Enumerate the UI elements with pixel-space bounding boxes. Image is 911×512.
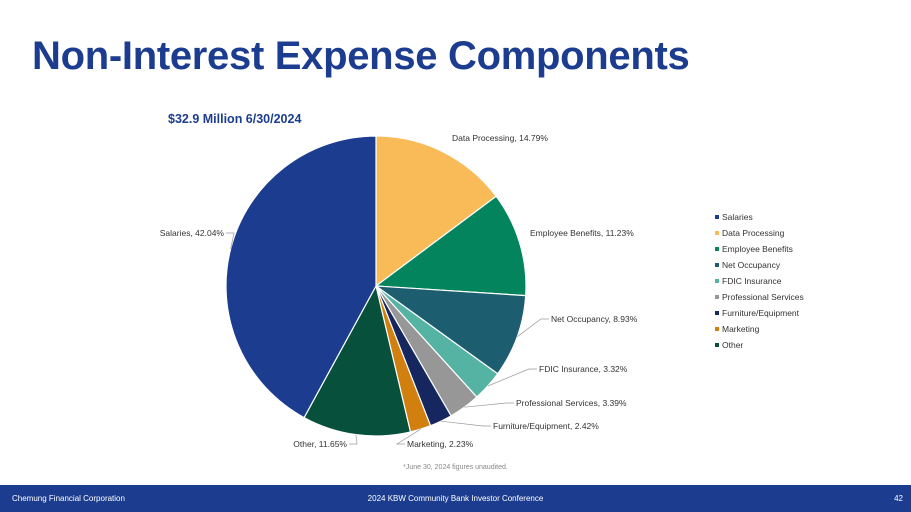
pie-chart: $32.9 Million 6/30/2024 Data Processing,… (160, 112, 804, 449)
leader-line-fdic-insurance (487, 368, 537, 387)
leader-line-marketing (395, 428, 421, 445)
footer-event: 2024 KBW Community Bank Investor Confere… (367, 494, 544, 503)
footnote: *June 30, 2024 figures unaudited. (403, 464, 508, 471)
leader-line-salaries (226, 232, 235, 249)
chart-title: $32.9 Million 6/30/2024 (168, 112, 301, 126)
data-label-net-occupancy: Net Occupancy, 8.93% (551, 314, 638, 324)
legend-label-data-processing: Data Processing (722, 228, 785, 238)
data-label-salaries: Salaries, 42.04% (160, 228, 225, 238)
leader-line-professional-services (464, 402, 514, 408)
legend-label-professional-services: Professional Services (722, 292, 804, 302)
footer-bar: Chemung Financial Corporation 2024 KBW C… (0, 485, 911, 512)
legend-swatch-professional-services (715, 295, 719, 299)
legend-swatch-fdic-insurance (715, 279, 719, 283)
legend-label-fdic-insurance: FDIC Insurance (722, 276, 782, 286)
legend-label-marketing: Marketing (722, 324, 760, 334)
data-label-other: Other, 11.65% (293, 439, 347, 449)
legend-label-furniture-equipment: Furniture/Equipment (722, 308, 800, 318)
data-label-professional-services: Professional Services, 3.39% (516, 398, 627, 408)
leader-line-furniture-equipment (440, 420, 491, 427)
leader-line-net-occupancy (516, 318, 549, 337)
legend-label-salaries: Salaries (722, 212, 753, 222)
legend-swatch-furniture-equipment (715, 311, 719, 315)
legend-label-other: Other (722, 340, 743, 350)
legend-swatch-data-processing (715, 231, 719, 235)
data-label-fdic-insurance: FDIC Insurance, 3.32% (539, 364, 628, 374)
data-label-marketing: Marketing, 2.23% (407, 439, 474, 449)
pie-slice-net-occupancy (373, 285, 527, 375)
legend-label-employee-benefits: Employee Benefits (722, 244, 793, 254)
legend-swatch-marketing (715, 327, 719, 331)
legend-swatch-salaries (715, 215, 719, 219)
pie-slice-employee-benefits (374, 195, 527, 297)
page-title: Non-Interest Expense Components (32, 34, 690, 78)
legend-swatch-net-occupancy (715, 263, 719, 267)
footer-company: Chemung Financial Corporation (12, 494, 125, 503)
pie-slice-data-processing (375, 135, 498, 288)
leader-line-other (349, 434, 358, 445)
page-number: 42 (894, 494, 903, 503)
legend-swatch-employee-benefits (715, 247, 719, 251)
pie-slice-other (303, 284, 412, 437)
legend-swatch-other (715, 343, 719, 347)
legend-label-net-occupancy: Net Occupancy (722, 260, 781, 270)
data-label-furniture-equipment: Furniture/Equipment, 2.42% (493, 421, 599, 431)
data-label-data-processing: Data Processing, 14.79% (452, 133, 548, 143)
data-label-employee-benefits: Employee Benefits, 11.23% (530, 228, 634, 238)
